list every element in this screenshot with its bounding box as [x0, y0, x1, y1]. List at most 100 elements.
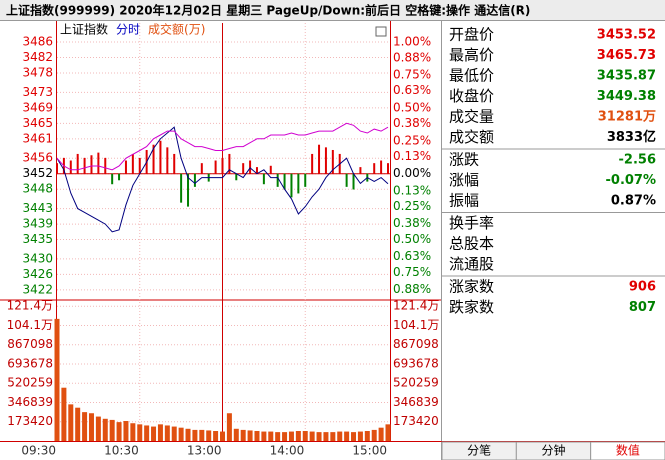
- quote-value: -0.07%: [606, 173, 657, 188]
- quote-label: 总股本: [449, 235, 494, 253]
- volume-bar: [54, 318, 60, 441]
- volume-bar: [95, 416, 101, 441]
- y2-tick-label: 0.38%: [393, 116, 431, 130]
- quote-value: 906: [629, 280, 656, 295]
- volume-tick-label: 121.4万: [7, 299, 53, 313]
- quote-label: 收盘价: [449, 87, 494, 105]
- y2-tick-label: 0.25%: [393, 199, 431, 213]
- volume-tick-label-right: 346839: [393, 395, 439, 409]
- quote-value: 3453.52: [597, 28, 656, 43]
- volume-bar: [268, 431, 274, 441]
- volume-bar: [157, 424, 163, 441]
- x-tick-label: 09:30: [21, 444, 56, 458]
- y-tick-label: 3443: [22, 201, 53, 215]
- volume-bar: [151, 426, 157, 441]
- volume-bar: [316, 432, 322, 441]
- volume-bar: [102, 418, 108, 441]
- y-tick-label: 3448: [22, 182, 53, 196]
- volume-bar: [323, 432, 329, 441]
- y2-tick-label: 0.50%: [393, 100, 431, 114]
- legend-label: 上证指数: [60, 22, 108, 37]
- volume-bar: [185, 428, 191, 441]
- volume-tick-label: 173420: [7, 414, 53, 428]
- volume-bar: [75, 407, 81, 441]
- volume-bar: [261, 431, 267, 441]
- y-tick-label: 3426: [22, 267, 53, 281]
- volume-bar: [213, 431, 219, 441]
- volume-bar: [275, 432, 281, 441]
- window-title: 上证指数(999999) 2020年12月02日 星期三 PageUp/Down…: [6, 3, 530, 18]
- volume-tick-label: 346839: [7, 395, 53, 409]
- volume-tick-label-right: 867098: [393, 337, 439, 351]
- quote-label: 涨幅: [449, 171, 479, 189]
- y2-tick-label: 1.00%: [393, 34, 431, 48]
- legend-label: 成交额(万): [148, 22, 205, 37]
- volume-bar: [68, 404, 74, 441]
- volume-bar: [178, 427, 184, 441]
- volume-bar: [137, 424, 143, 441]
- tab-label[interactable]: 分钟: [541, 443, 565, 458]
- y2-tick-label: 0.13%: [393, 149, 431, 163]
- x-tick-label: 15:00: [352, 444, 387, 458]
- y-tick-label: 3465: [22, 116, 53, 130]
- volume-tick-label: 104.1万: [7, 318, 53, 332]
- title-bar: [0, 0, 665, 20]
- y-tick-label: 3422: [22, 282, 53, 296]
- quote-label: 跌家数: [449, 298, 494, 316]
- quote-value: 0.87%: [611, 194, 656, 209]
- quote-value: 31281万: [598, 110, 656, 125]
- y-tick-label: 3482: [22, 50, 53, 64]
- volume-bar: [302, 431, 308, 441]
- volume-bar: [192, 429, 198, 441]
- quote-value: 3833亿: [607, 129, 656, 145]
- quote-value: 3449.38: [597, 89, 656, 104]
- tab[interactable]: [590, 441, 665, 460]
- quote-value: 3465.73: [597, 48, 656, 63]
- y-tick-label: 3435: [22, 232, 53, 246]
- y-tick-label: 3478: [22, 65, 53, 79]
- volume-bar: [330, 432, 336, 441]
- quote-value: -2.56: [619, 153, 656, 168]
- tab-label[interactable]: 分笔: [467, 443, 491, 458]
- volume-bar: [364, 431, 370, 441]
- volume-bar: [378, 427, 384, 441]
- quote-label: 涨家数: [449, 278, 494, 296]
- y2-tick-label: 0.38%: [393, 216, 431, 230]
- price-line: [56, 122, 389, 171]
- y2-tick-label: 0.00%: [393, 166, 431, 180]
- pane-icon[interactable]: [375, 26, 387, 37]
- volume-bar: [109, 419, 115, 441]
- quote-label: 流通股: [449, 255, 494, 273]
- y2-tick-label: 0.50%: [393, 232, 431, 246]
- volume-bar: [130, 423, 136, 441]
- volume-bar: [144, 425, 150, 441]
- y2-tick-label: 0.63%: [393, 83, 431, 97]
- volume-bar: [344, 431, 350, 441]
- y2-tick-label: 0.88%: [393, 50, 431, 64]
- y2-tick-label: 0.25%: [393, 133, 431, 147]
- volume-tick-label-right: 173420: [393, 414, 439, 428]
- x-tick-label: 13:00: [187, 444, 222, 458]
- volume-tick-label: 867098: [7, 337, 53, 351]
- volume-bar: [199, 429, 205, 441]
- quote-label: 换手率: [449, 214, 494, 232]
- volume-bar: [82, 412, 88, 441]
- volume-bar: [357, 431, 363, 441]
- volume-bar: [295, 431, 301, 441]
- quote-label: 成交额: [449, 128, 494, 146]
- y-tick-label: 3430: [22, 251, 53, 265]
- volume-bar: [337, 431, 343, 441]
- y-tick-label: 3439: [22, 217, 53, 231]
- legend-label: 分时: [116, 23, 140, 37]
- volume-bar: [164, 425, 170, 441]
- volume-bar: [240, 429, 246, 441]
- volume-tick-label-right: 104.1万: [393, 318, 439, 332]
- y-tick-label: 3461: [22, 131, 53, 145]
- tab-label[interactable]: 数值: [616, 443, 640, 458]
- y2-tick-label: 0.13%: [393, 183, 431, 197]
- volume-bar: [254, 431, 260, 441]
- y-tick-label: 3486: [22, 34, 53, 48]
- volume-bar: [123, 421, 129, 441]
